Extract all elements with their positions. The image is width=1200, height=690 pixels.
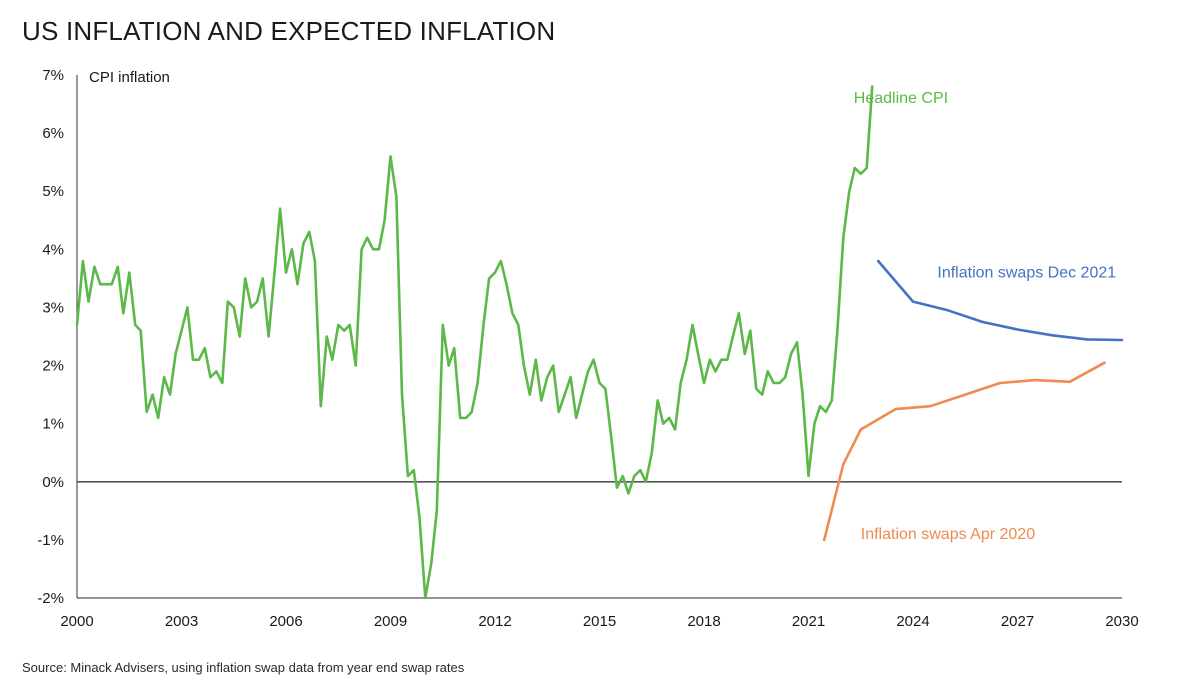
chart-title: US INFLATION AND EXPECTED INFLATION	[22, 16, 556, 46]
y-tick-label: 2%	[42, 358, 64, 375]
y-axis-title: CPI inflation	[89, 69, 170, 86]
tick-labels: -2% -1% 0% 1% 2% 3% 4% 5% 6% 7% 2000 2003 2006 2009 20…	[37, 67, 1138, 630]
y-tick-label: -1%	[37, 532, 64, 549]
chart-source-note: Source: Minack Advisers, using inflation…	[22, 660, 465, 675]
x-tick-label: 2024	[896, 613, 929, 630]
x-tick-label: 2030	[1105, 613, 1138, 630]
x-tick-label: 2021	[792, 613, 825, 630]
x-tick-label: 2003	[165, 613, 198, 630]
series-labels: Headline CPI Inflation swaps Dec 2021 Infl…	[854, 90, 1116, 543]
axes	[76, 75, 1122, 599]
series-label: Inflation swaps Dec 2021	[937, 265, 1116, 282]
series-label: Headline CPI	[854, 90, 948, 107]
y-tick-label: 4%	[42, 241, 64, 258]
x-tick-label: 2000	[60, 613, 93, 630]
y-tick-label: 7%	[42, 67, 64, 84]
series-label: Inflation swaps Apr 2020	[861, 526, 1035, 543]
x-tick-label: 2018	[687, 613, 720, 630]
x-tick-label: 2015	[583, 613, 616, 630]
x-tick-label: 2009	[374, 613, 407, 630]
series-line-inflation-swaps-dec-2021	[876, 259, 1124, 342]
x-tick-label: 2006	[269, 613, 302, 630]
series-line-headline-cpi	[75, 85, 874, 600]
x-tick-label: 2027	[1001, 613, 1034, 630]
y-tick-label: 3%	[42, 299, 64, 316]
y-tick-label: 5%	[42, 183, 64, 200]
y-tick-label: 1%	[42, 416, 64, 433]
series-line-inflation-swaps-apr-2020	[822, 361, 1106, 542]
y-tick-label: 0%	[42, 474, 64, 491]
x-tick-label: 2012	[478, 613, 511, 630]
y-tick-label: 6%	[42, 125, 64, 142]
y-tick-label: -2%	[37, 590, 64, 607]
series-lines	[75, 85, 1124, 600]
